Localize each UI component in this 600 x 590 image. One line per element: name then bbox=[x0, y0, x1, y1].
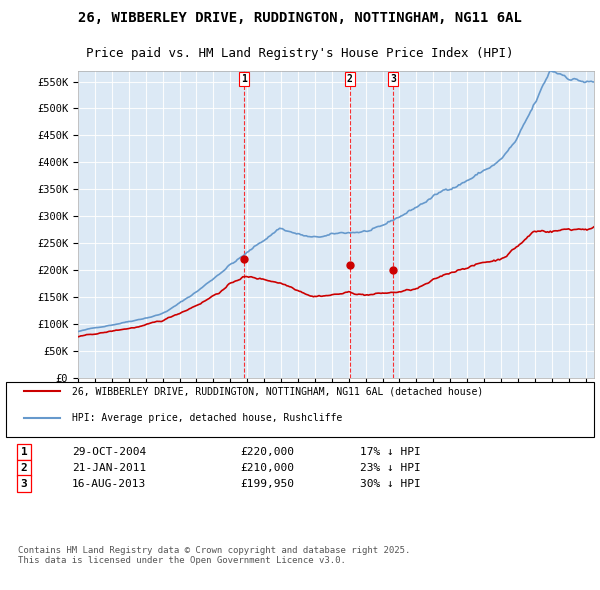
Text: Price paid vs. HM Land Registry's House Price Index (HPI): Price paid vs. HM Land Registry's House … bbox=[86, 47, 514, 60]
Text: £210,000: £210,000 bbox=[240, 463, 294, 473]
Text: 3: 3 bbox=[20, 479, 28, 489]
Text: 23% ↓ HPI: 23% ↓ HPI bbox=[360, 463, 421, 473]
Text: 30% ↓ HPI: 30% ↓ HPI bbox=[360, 479, 421, 489]
Text: £199,950: £199,950 bbox=[240, 479, 294, 489]
Text: 2: 2 bbox=[20, 463, 28, 473]
Text: 1: 1 bbox=[241, 74, 247, 84]
Text: £220,000: £220,000 bbox=[240, 447, 294, 457]
Text: 2: 2 bbox=[347, 74, 353, 84]
Text: Contains HM Land Registry data © Crown copyright and database right 2025.
This d: Contains HM Land Registry data © Crown c… bbox=[18, 546, 410, 565]
Text: 26, WIBBERLEY DRIVE, RUDDINGTON, NOTTINGHAM, NG11 6AL (detached house): 26, WIBBERLEY DRIVE, RUDDINGTON, NOTTING… bbox=[72, 386, 483, 396]
FancyBboxPatch shape bbox=[6, 382, 594, 437]
Text: 16-AUG-2013: 16-AUG-2013 bbox=[72, 479, 146, 489]
Text: 26, WIBBERLEY DRIVE, RUDDINGTON, NOTTINGHAM, NG11 6AL: 26, WIBBERLEY DRIVE, RUDDINGTON, NOTTING… bbox=[78, 11, 522, 25]
Text: 3: 3 bbox=[390, 74, 396, 84]
Text: HPI: Average price, detached house, Rushcliffe: HPI: Average price, detached house, Rush… bbox=[72, 413, 342, 423]
Text: 29-OCT-2004: 29-OCT-2004 bbox=[72, 447, 146, 457]
Text: 17% ↓ HPI: 17% ↓ HPI bbox=[360, 447, 421, 457]
Text: 21-JAN-2011: 21-JAN-2011 bbox=[72, 463, 146, 473]
Text: 1: 1 bbox=[20, 447, 28, 457]
